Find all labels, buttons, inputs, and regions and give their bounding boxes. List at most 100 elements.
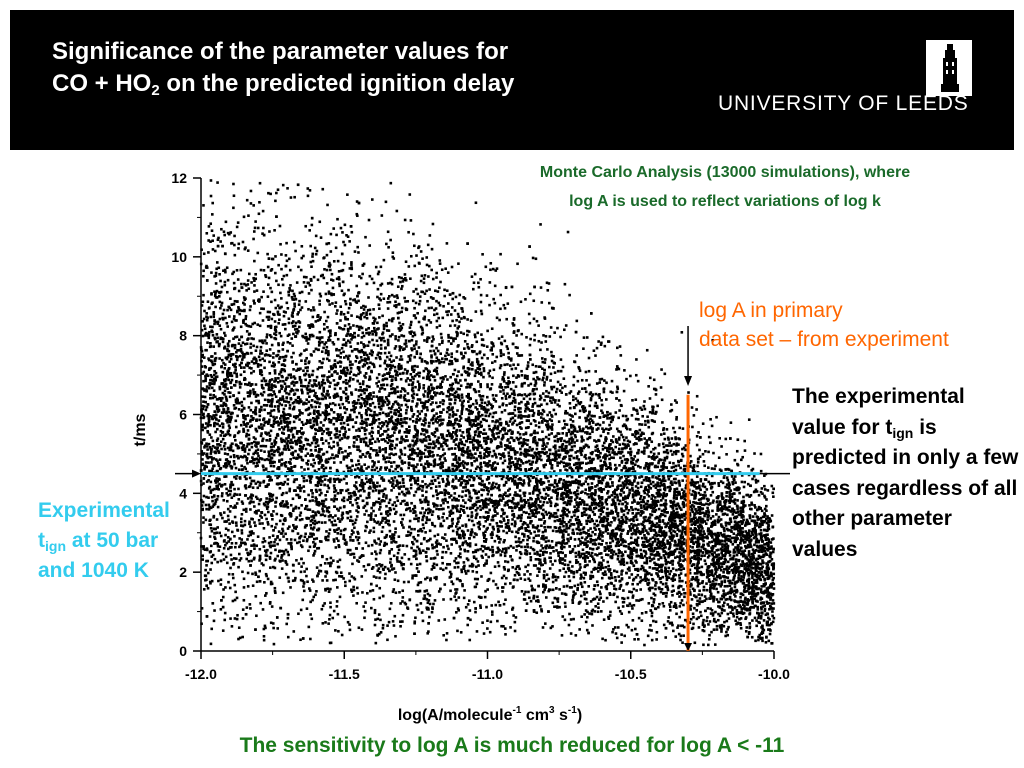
scatter-point <box>368 274 372 278</box>
scatter-point <box>383 361 387 365</box>
scatter-point <box>362 343 365 346</box>
scatter-point <box>535 387 538 391</box>
scatter-point <box>699 614 703 618</box>
scatter-point <box>737 578 741 581</box>
scatter-point <box>424 482 427 486</box>
scatter-point <box>600 586 603 589</box>
scatter-point <box>294 506 297 510</box>
scatter-point <box>661 496 665 500</box>
scatter-point <box>461 407 464 411</box>
scatter-point <box>484 553 488 556</box>
scatter-point <box>395 496 399 499</box>
scatter-point <box>652 619 655 623</box>
scatter-point <box>426 606 430 610</box>
scatter-point <box>371 362 374 366</box>
scatter-point <box>451 297 455 301</box>
scatter-point <box>430 247 434 251</box>
scatter-point <box>649 549 652 553</box>
scatter-point <box>497 431 501 435</box>
scatter-point <box>391 484 394 488</box>
scatter-point <box>685 510 688 514</box>
scatter-point <box>555 387 559 391</box>
scatter-point <box>280 253 283 256</box>
scatter-point <box>423 470 426 473</box>
scatter-point <box>390 420 394 423</box>
scatter-point <box>470 511 474 514</box>
scatter-point <box>706 616 709 619</box>
scatter-point <box>440 443 443 446</box>
scatter-point <box>599 459 603 463</box>
scatter-point <box>629 529 633 532</box>
scatter-point <box>268 453 271 457</box>
scatter-point <box>327 532 331 535</box>
scatter-point <box>235 524 238 527</box>
scatter-point <box>580 541 584 544</box>
scatter-point <box>232 327 235 331</box>
scatter-point <box>569 618 573 621</box>
scatter-point <box>334 305 337 308</box>
scatter-point <box>549 560 552 563</box>
scatter-point <box>662 550 665 553</box>
scatter-point <box>594 485 597 488</box>
scatter-point <box>580 466 583 470</box>
scatter-point <box>457 479 461 482</box>
scatter-point <box>279 504 283 508</box>
scatter-point <box>454 432 457 436</box>
scatter-point <box>600 506 604 510</box>
scatter-point <box>209 452 213 455</box>
scatter-point <box>437 316 440 320</box>
scatter-point <box>510 367 514 371</box>
scatter-point <box>572 572 576 575</box>
scatter-point <box>689 460 693 463</box>
scatter-point <box>526 377 529 381</box>
scatter-point <box>216 181 219 184</box>
scatter-point <box>394 634 397 638</box>
scatter-point <box>224 533 227 537</box>
scatter-point <box>297 562 301 565</box>
scatter-point <box>601 476 604 480</box>
scatter-point <box>564 530 568 533</box>
scatter-point <box>560 520 563 523</box>
scatter-point <box>265 349 269 353</box>
scatter-point <box>644 575 647 579</box>
scatter-point <box>684 494 688 498</box>
scatter-point <box>739 623 743 627</box>
scatter-point <box>270 394 274 397</box>
scatter-point <box>245 351 249 355</box>
scatter-point <box>320 491 323 495</box>
scatter-point <box>532 419 536 422</box>
scatter-point <box>571 601 575 604</box>
scatter-point <box>577 553 580 557</box>
scatter-point <box>349 492 352 495</box>
scatter-point <box>575 319 579 323</box>
scatter-point <box>351 519 354 523</box>
scatter-point <box>391 251 395 254</box>
scatter-point <box>647 420 650 424</box>
scatter-point <box>205 266 209 269</box>
scatter-point <box>227 378 231 382</box>
scatter-point <box>572 570 575 574</box>
scatter-point <box>726 513 729 517</box>
scatter-point <box>482 539 486 543</box>
scatter-point <box>619 534 622 538</box>
scatter-point <box>233 364 236 368</box>
scatter-point <box>724 575 727 579</box>
scatter-point <box>216 560 219 564</box>
scatter-point <box>424 577 427 581</box>
scatter-point <box>457 381 460 385</box>
scatter-point <box>643 446 646 450</box>
scatter-point <box>482 367 486 370</box>
scatter-point <box>377 270 381 274</box>
scatter-point <box>573 510 577 514</box>
scatter-point <box>430 469 433 473</box>
scatter-point <box>330 446 333 450</box>
scatter-point <box>242 414 245 417</box>
scatter-point <box>278 313 281 316</box>
scatter-point <box>566 486 569 490</box>
scatter-point <box>306 194 310 198</box>
scatter-point <box>387 329 391 332</box>
scatter-point <box>532 440 535 444</box>
scatter-point <box>600 520 604 523</box>
scatter-point <box>387 479 391 483</box>
scatter-point <box>415 340 418 343</box>
